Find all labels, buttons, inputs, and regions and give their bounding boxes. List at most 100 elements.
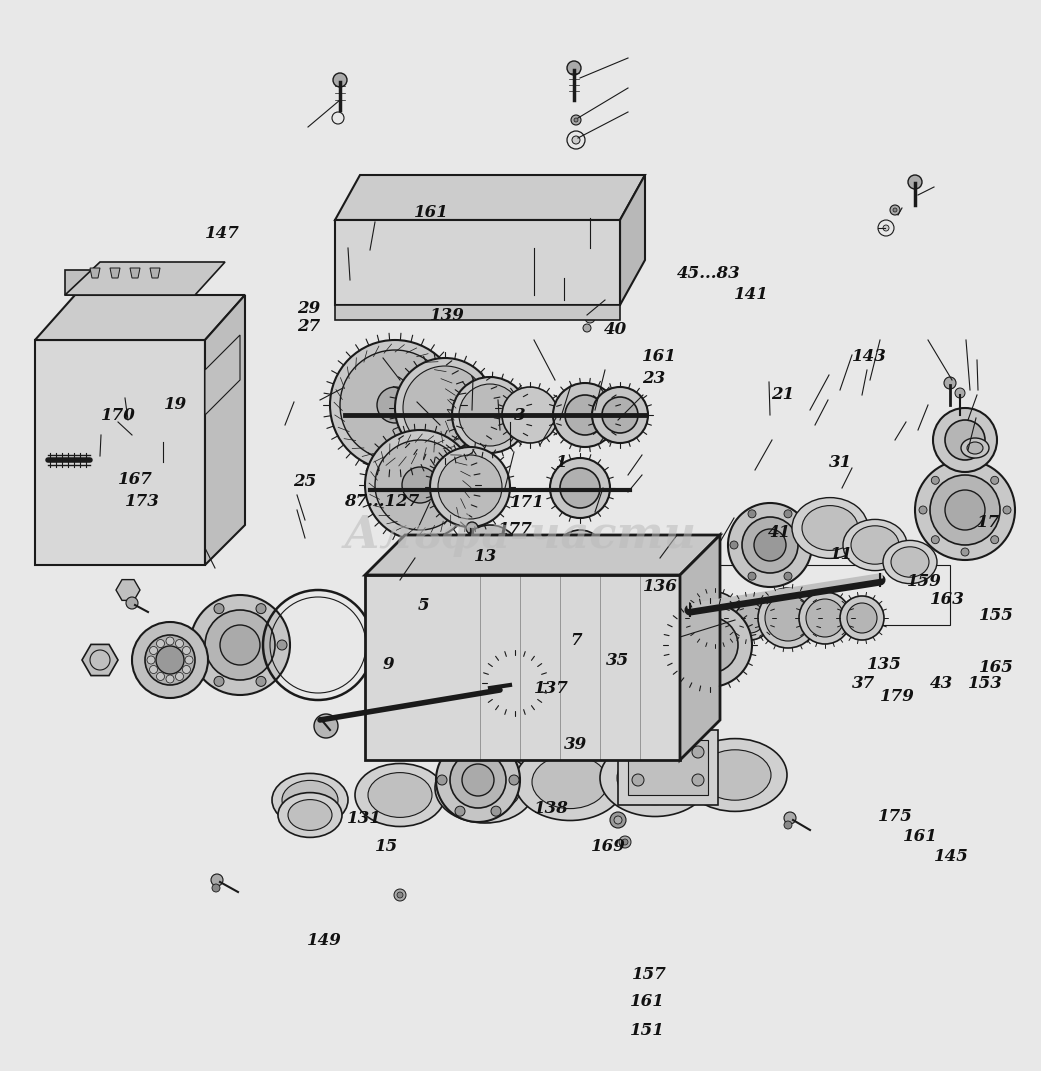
- Bar: [407, 248, 423, 278]
- Text: 35: 35: [606, 652, 629, 669]
- Circle shape: [398, 590, 482, 674]
- Circle shape: [48, 418, 132, 502]
- Bar: [65, 270, 195, 295]
- Text: 159: 159: [907, 573, 942, 590]
- Ellipse shape: [515, 743, 625, 820]
- Text: 161: 161: [414, 203, 450, 221]
- Circle shape: [355, 285, 365, 295]
- Text: 5: 5: [417, 597, 429, 614]
- Circle shape: [344, 287, 360, 303]
- Circle shape: [455, 806, 465, 816]
- Circle shape: [166, 675, 174, 683]
- Circle shape: [496, 285, 505, 295]
- Ellipse shape: [282, 781, 338, 819]
- Circle shape: [692, 746, 704, 758]
- Circle shape: [682, 617, 738, 673]
- Ellipse shape: [843, 519, 907, 571]
- Circle shape: [156, 646, 184, 674]
- Circle shape: [256, 604, 266, 614]
- Circle shape: [553, 383, 617, 447]
- Circle shape: [211, 874, 223, 886]
- Text: 161: 161: [903, 828, 938, 845]
- Circle shape: [185, 657, 193, 664]
- Text: 135: 135: [867, 655, 903, 673]
- Circle shape: [162, 480, 202, 521]
- Circle shape: [610, 812, 626, 828]
- Text: Альфа-части: Альфа-части: [344, 513, 696, 557]
- Polygon shape: [205, 295, 245, 565]
- Circle shape: [565, 540, 595, 570]
- Text: 131: 131: [347, 810, 382, 827]
- Text: 171: 171: [510, 494, 545, 511]
- Text: 15: 15: [375, 838, 398, 855]
- Circle shape: [765, 595, 811, 642]
- Polygon shape: [130, 268, 139, 278]
- Circle shape: [437, 775, 447, 785]
- Ellipse shape: [792, 498, 868, 558]
- Bar: [547, 248, 563, 278]
- Polygon shape: [110, 268, 120, 278]
- Polygon shape: [365, 575, 680, 760]
- Circle shape: [784, 510, 792, 517]
- Circle shape: [462, 764, 494, 796]
- Circle shape: [150, 665, 157, 674]
- Polygon shape: [116, 579, 139, 601]
- Text: 29: 29: [297, 300, 320, 317]
- Circle shape: [377, 387, 413, 423]
- Bar: [48, 420, 113, 465]
- Text: 19: 19: [163, 396, 186, 413]
- Circle shape: [344, 222, 360, 238]
- Circle shape: [583, 325, 591, 332]
- Circle shape: [564, 233, 576, 246]
- Text: 143: 143: [852, 348, 887, 365]
- Ellipse shape: [891, 547, 929, 577]
- Polygon shape: [335, 175, 645, 220]
- Bar: [355, 230, 600, 290]
- Circle shape: [460, 285, 469, 295]
- Circle shape: [494, 233, 506, 246]
- Ellipse shape: [369, 772, 432, 817]
- Text: 27: 27: [297, 318, 320, 335]
- Text: 157: 157: [632, 966, 667, 983]
- Circle shape: [156, 673, 164, 680]
- Circle shape: [200, 375, 210, 384]
- Circle shape: [602, 397, 638, 433]
- Text: 1: 1: [556, 454, 567, 471]
- Circle shape: [369, 578, 382, 592]
- Text: 179: 179: [880, 688, 915, 705]
- Circle shape: [735, 603, 765, 633]
- Polygon shape: [35, 340, 205, 565]
- Bar: [42, 375, 120, 435]
- Circle shape: [459, 384, 520, 446]
- Circle shape: [728, 595, 772, 640]
- Circle shape: [915, 461, 1015, 560]
- Circle shape: [574, 118, 578, 122]
- Circle shape: [908, 175, 922, 188]
- Polygon shape: [335, 305, 620, 320]
- Bar: [477, 248, 493, 278]
- Text: 45...83: 45...83: [677, 265, 740, 282]
- Text: 9: 9: [383, 655, 395, 673]
- Text: 163: 163: [930, 591, 965, 608]
- Text: 153: 153: [968, 675, 1004, 692]
- Text: 170: 170: [101, 407, 136, 424]
- Text: 139: 139: [430, 307, 465, 325]
- Circle shape: [147, 657, 155, 664]
- Circle shape: [193, 640, 203, 650]
- Text: 149: 149: [307, 932, 342, 949]
- Circle shape: [567, 61, 581, 75]
- Ellipse shape: [272, 773, 348, 827]
- Ellipse shape: [802, 506, 858, 550]
- Text: 11: 11: [830, 546, 853, 563]
- Circle shape: [930, 476, 1000, 545]
- Circle shape: [175, 275, 185, 285]
- Circle shape: [74, 444, 106, 476]
- Ellipse shape: [961, 438, 989, 458]
- Circle shape: [369, 743, 382, 757]
- Circle shape: [730, 541, 738, 549]
- Circle shape: [668, 603, 752, 687]
- Circle shape: [529, 233, 541, 246]
- Circle shape: [754, 529, 786, 561]
- Circle shape: [944, 377, 956, 389]
- Text: 141: 141: [734, 286, 769, 303]
